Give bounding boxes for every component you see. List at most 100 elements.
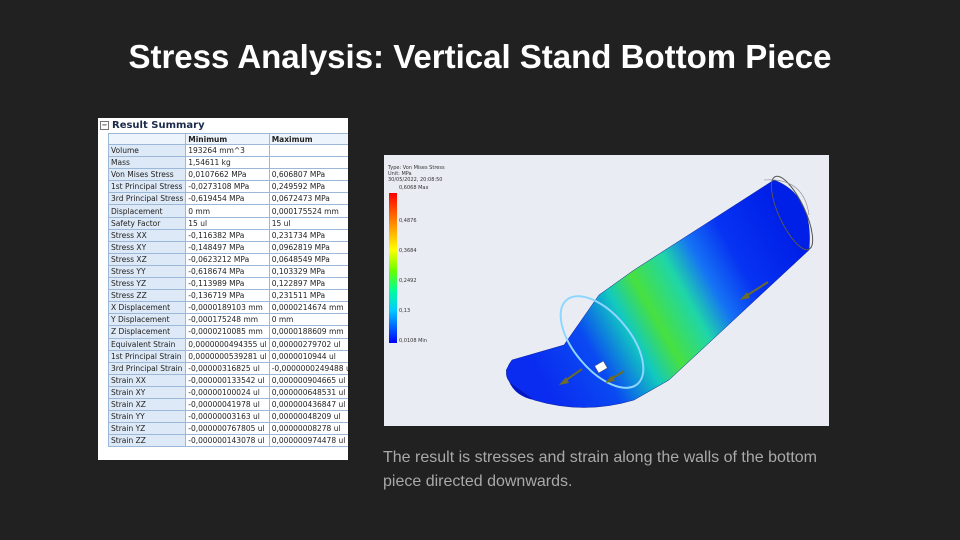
minimum-value: -0,0273108 MPa <box>185 180 270 194</box>
table-row: Z Displacement -0,0000210085 mm 0,00001886… <box>107 325 348 339</box>
table-row: Equivalent Strain 0,0000000494355 ul 0,000… <box>107 337 348 351</box>
row-label: Stress XX <box>107 228 187 242</box>
stress-simulation-image: Type: Von Mises Stress Unit: MPa 30/05/2… <box>384 155 829 426</box>
table-row: Strain YY -0,00000003163 ul 0,00000048209 … <box>107 410 348 424</box>
minimum-value: -0,148497 MPa <box>185 240 270 254</box>
table-row: 3rd Principal Strain -0,00000316825 ul -0,… <box>107 361 348 375</box>
minimum-value: -0,0623212 MPa <box>185 252 270 266</box>
maximum-value: 0,0000214674 mm <box>268 301 348 315</box>
table-row: Y Displacement -0,000175248 mm 0 mm <box>107 313 348 327</box>
row-label: 1st Principal Stress <box>107 180 187 194</box>
collapse-icon[interactable]: − <box>100 120 109 130</box>
maximum-value: 0,0672473 MPa <box>268 192 348 206</box>
legend-label: 0,4876 <box>399 218 417 224</box>
table-row: 1st Principal Strain 0,0000000539281 ul 0,… <box>107 349 348 363</box>
maximum-value: 0,0000188609 mm <box>268 325 348 339</box>
minimum-value: -0,136719 MPa <box>185 289 270 303</box>
result-summary-table: Minimum Maximum Volume 193264 mm^3 Mass 1,5… <box>107 133 348 448</box>
table-row: Von Mises Stress 0,0107662 MPa 0,606807 MP… <box>107 168 348 182</box>
minimum-value: 0,0000000494355 ul <box>185 337 270 351</box>
maximum-value: 0,231734 MPa <box>268 228 348 242</box>
row-label: Stress ZZ <box>107 289 187 303</box>
table-row: Stress YZ -0,113989 MPa 0,122897 MPa <box>107 277 348 291</box>
top-rim <box>770 175 814 251</box>
result-summary-panel: − Result Summary Minimum Maximum Volume 1… <box>98 118 348 460</box>
row-label: Volume <box>107 143 187 158</box>
maximum-value: 0 mm <box>268 313 348 327</box>
minimum-value: -0,116382 MPa <box>185 228 270 242</box>
simulation-unit: Unit: MPa <box>388 171 412 177</box>
table-header-row: Minimum Maximum <box>107 133 348 145</box>
legend-label: 0,3684 <box>399 248 417 254</box>
legend-label: 0,0108 Min <box>399 338 427 344</box>
row-label: Stress YY <box>107 264 187 279</box>
table-row: Strain ZZ -0,000000143078 ul 0,00000097447… <box>107 434 348 448</box>
minimum-value: -0,0000189103 mm <box>185 301 270 315</box>
force-arrowhead-icon <box>740 292 750 300</box>
maximum-value: 0,249592 MPa <box>268 180 348 194</box>
slide-title: Stress Analysis: Vertical Stand Bottom P… <box>128 38 832 75</box>
table-row: Stress XX -0,116382 MPa 0,231734 MPa <box>107 228 348 242</box>
maximum-value: 0,00000008278 ul <box>268 422 348 436</box>
column-header: Maximum <box>268 133 348 145</box>
maximum-value: 0,0648549 MPa <box>268 252 348 266</box>
minimum-value: -0,000000767805 ul <box>185 422 270 436</box>
row-label: Equivalent Strain <box>107 337 187 351</box>
color-legend-bar <box>389 193 397 343</box>
row-label: Mass <box>107 156 187 170</box>
maximum-value: 0,000000904665 ul <box>268 373 348 387</box>
minimum-value: -0,619454 MPa <box>185 192 270 206</box>
load-marker <box>594 360 608 374</box>
top-rim-inner <box>763 179 810 216</box>
minimum-value: -0,0000210085 mm <box>185 325 270 339</box>
maximum-value: -0,0000000249488 ul <box>268 361 348 375</box>
force-arrowhead-icon <box>605 375 615 383</box>
table-row: X Displacement -0,0000189103 mm 0,00002146… <box>107 301 348 315</box>
maximum-value: 0,000175524 mm <box>268 204 348 218</box>
minimum-value: 0 mm <box>185 204 270 218</box>
row-label: Displacement <box>107 204 187 218</box>
row-label: 3rd Principal Strain <box>107 361 187 375</box>
row-label: Safety Factor <box>107 216 187 230</box>
table-row: Stress XZ -0,0623212 MPa 0,0648549 MPa <box>107 252 348 266</box>
table-row: 3rd Principal Stress -0,619454 MPa 0,06724… <box>107 192 348 206</box>
maximum-value: 0,000000436847 ul <box>268 397 348 412</box>
table-row: Stress XY -0,148497 MPa 0,0962819 MPa <box>107 240 348 254</box>
maximum-value <box>268 143 348 158</box>
minimum-value: 0,0107662 MPa <box>185 168 270 182</box>
table-row: Displacement 0 mm 0,000175524 mm <box>107 204 348 218</box>
minimum-value: 193264 mm^3 <box>185 143 270 158</box>
minimum-value: -0,00000100024 ul <box>185 385 270 399</box>
row-label: Strain YZ <box>107 422 187 436</box>
row-label: Strain YY <box>107 410 187 424</box>
bottom-cap <box>506 360 534 400</box>
minimum-value: -0,00000316825 ul <box>185 361 270 375</box>
row-label: Stress YZ <box>107 277 187 291</box>
minimum-value: 0,0000000539281 ul <box>185 349 270 363</box>
table-row: Strain XX -0,000000133542 ul 0,00000090466… <box>107 373 348 387</box>
table-row: Strain YZ -0,000000767805 ul 0,00000008278… <box>107 422 348 436</box>
table-row: Safety Factor 15 ul 15 ul <box>107 216 348 230</box>
row-label: Strain XY <box>107 385 187 399</box>
row-label: Y Displacement <box>107 313 187 327</box>
row-label: Von Mises Stress <box>107 168 187 182</box>
maximum-value: 0,000000648531 ul <box>268 385 348 399</box>
legend-label: 0,13 <box>399 308 411 314</box>
table-row: 1st Principal Stress -0,0273108 MPa 0,2495… <box>107 180 348 194</box>
result-summary-header[interactable]: − Result Summary <box>98 118 348 132</box>
column-header: Minimum <box>185 133 270 145</box>
table-row: Mass 1,54611 kg <box>107 156 348 170</box>
legend-label: 0,2492 <box>399 278 417 284</box>
row-label: X Displacement <box>107 301 187 315</box>
base-ring <box>559 295 645 389</box>
maximum-value: 0,000000974478 ul <box>268 434 348 448</box>
table-row: Volume 193264 mm^3 <box>107 143 348 158</box>
simulation-meta: Type: Von Mises Stress Unit: MPa 30/05/2… <box>388 165 445 183</box>
maximum-value: 0,0000010944 ul <box>268 349 348 363</box>
minimum-value: -0,00000041978 ul <box>185 397 270 412</box>
maximum-value <box>268 156 348 170</box>
minimum-value: 1,54611 kg <box>185 156 270 170</box>
simulation-date: 30/05/2022, 20:08:50 <box>388 177 443 183</box>
maximum-value: 0,122897 MPa <box>268 277 348 291</box>
row-label: Strain XZ <box>107 397 187 412</box>
